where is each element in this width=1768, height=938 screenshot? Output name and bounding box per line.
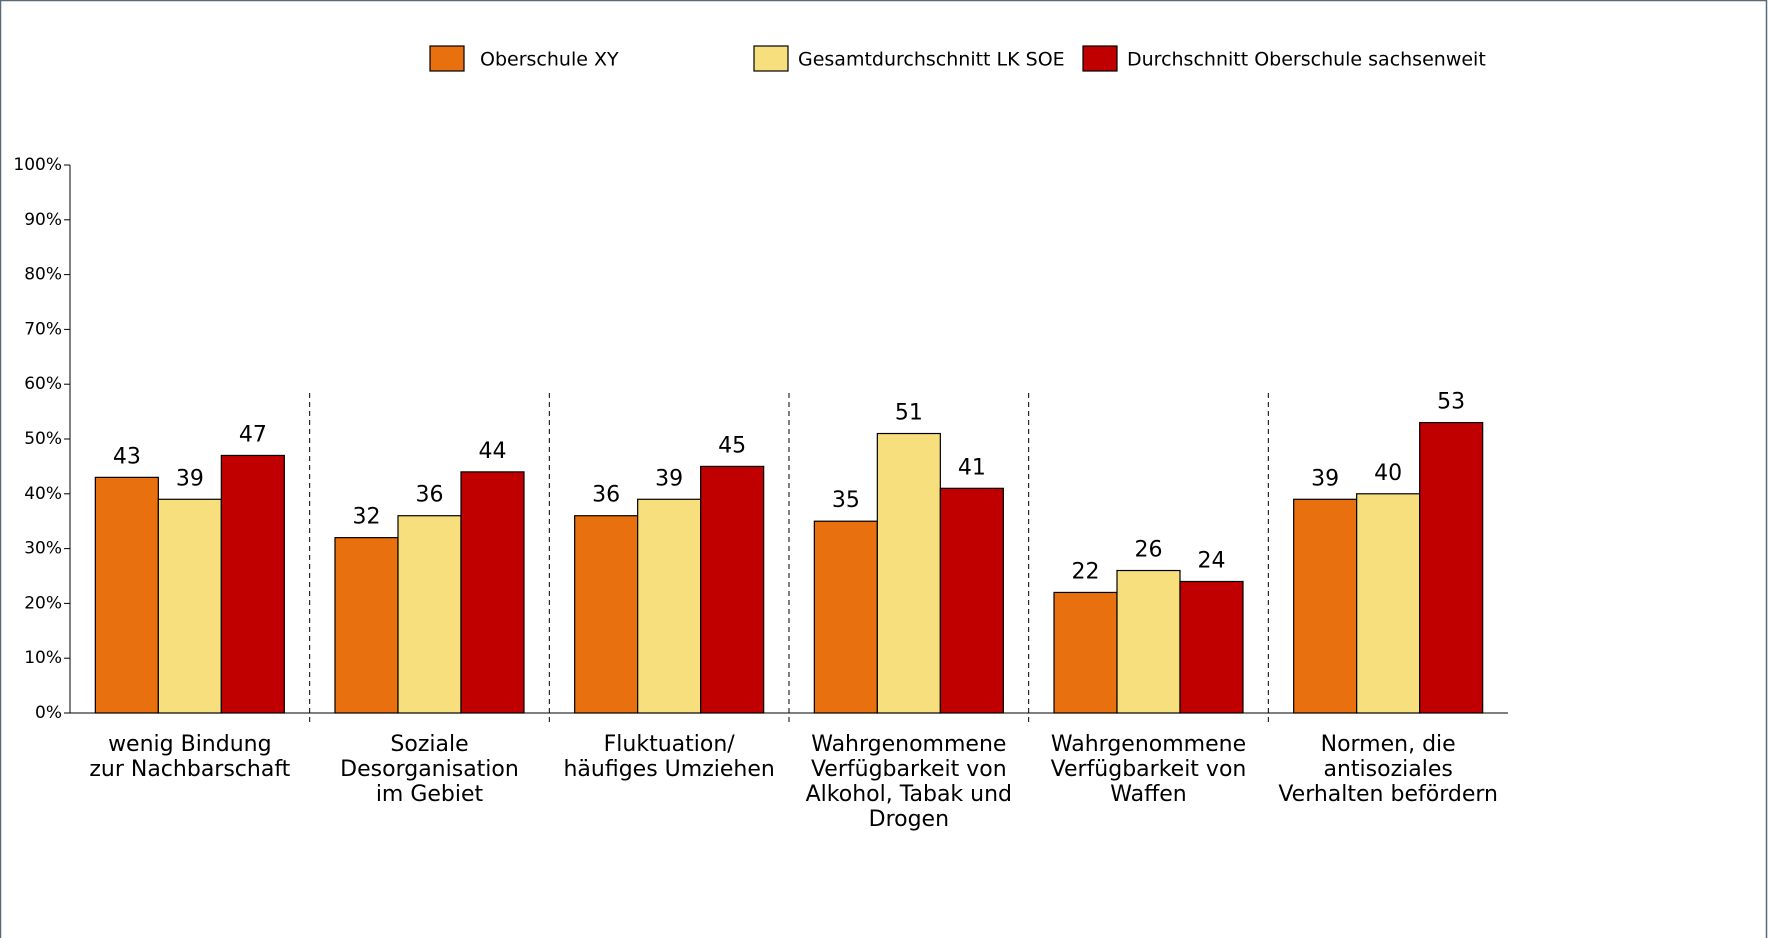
x-tick-label: Normen, die antisoziales Verhalten beför… bbox=[1278, 732, 1498, 807]
legend-swatch bbox=[1082, 45, 1118, 72]
bar bbox=[637, 498, 702, 714]
x-tick-label: Wahrgenommene Verfügbarkeit von Waffen bbox=[1050, 732, 1247, 807]
x-tick-label: wenig Bindung zur Nachbarschaft bbox=[89, 732, 291, 782]
data-label: 39 bbox=[176, 466, 204, 491]
x-tick-label: Fluktuation/ häufiges Umziehen bbox=[563, 732, 775, 782]
data-label: 24 bbox=[1198, 548, 1226, 573]
data-label: 41 bbox=[958, 455, 986, 480]
bar bbox=[1419, 421, 1484, 714]
bar bbox=[1293, 498, 1358, 714]
bar bbox=[1179, 580, 1244, 714]
data-label: 36 bbox=[592, 483, 620, 508]
data-label: 32 bbox=[353, 505, 381, 530]
data-label: 40 bbox=[1374, 461, 1402, 486]
y-tick-label: 80% bbox=[24, 265, 62, 285]
data-label: 39 bbox=[1311, 466, 1339, 491]
y-tick-label: 70% bbox=[24, 319, 62, 339]
y-tick-label: 40% bbox=[24, 484, 62, 504]
data-label: 39 bbox=[655, 466, 683, 491]
bar bbox=[220, 454, 285, 714]
legend-swatch bbox=[753, 45, 789, 72]
y-tick-label: 60% bbox=[24, 374, 62, 394]
y-tick-label: 100% bbox=[13, 155, 62, 175]
y-tick-label: 50% bbox=[24, 429, 62, 449]
legend-label: Gesamtdurchschnitt LK SOE bbox=[798, 49, 1065, 71]
data-label: 45 bbox=[718, 433, 746, 458]
y-tick-label: 90% bbox=[24, 210, 62, 230]
bar bbox=[700, 465, 765, 714]
bar bbox=[574, 515, 639, 714]
bar bbox=[1116, 569, 1181, 714]
data-label: 35 bbox=[832, 488, 860, 513]
bar bbox=[939, 487, 1004, 714]
bar bbox=[334, 537, 399, 714]
y-tick-label: 20% bbox=[24, 593, 62, 613]
data-label: 47 bbox=[239, 422, 267, 447]
data-label: 53 bbox=[1437, 390, 1465, 415]
bar bbox=[813, 520, 878, 714]
x-tick-label: Wahrgenommene Verfügbarkeit von Alkohol,… bbox=[805, 732, 1013, 832]
bar bbox=[157, 498, 222, 714]
legend-label: Durchschnitt Oberschule sachsenweit bbox=[1127, 49, 1486, 71]
data-label: 44 bbox=[479, 439, 507, 464]
data-label: 22 bbox=[1072, 559, 1100, 584]
legend-swatch bbox=[429, 45, 465, 72]
bar bbox=[876, 432, 941, 714]
y-tick-label: 10% bbox=[24, 648, 62, 668]
bar bbox=[1053, 591, 1118, 714]
data-label: 43 bbox=[113, 444, 141, 469]
y-tick-label: 0% bbox=[35, 703, 62, 723]
x-tick-label: Soziale Desorganisation im Gebiet bbox=[340, 732, 519, 807]
data-label: 51 bbox=[895, 401, 923, 426]
bar bbox=[460, 471, 525, 714]
legend-label: Oberschule XY bbox=[480, 49, 619, 71]
data-label: 36 bbox=[416, 483, 444, 508]
bar bbox=[397, 515, 462, 714]
bar bbox=[1356, 493, 1421, 714]
data-label: 26 bbox=[1135, 538, 1163, 563]
y-tick-label: 30% bbox=[24, 539, 62, 559]
bar bbox=[94, 476, 159, 714]
